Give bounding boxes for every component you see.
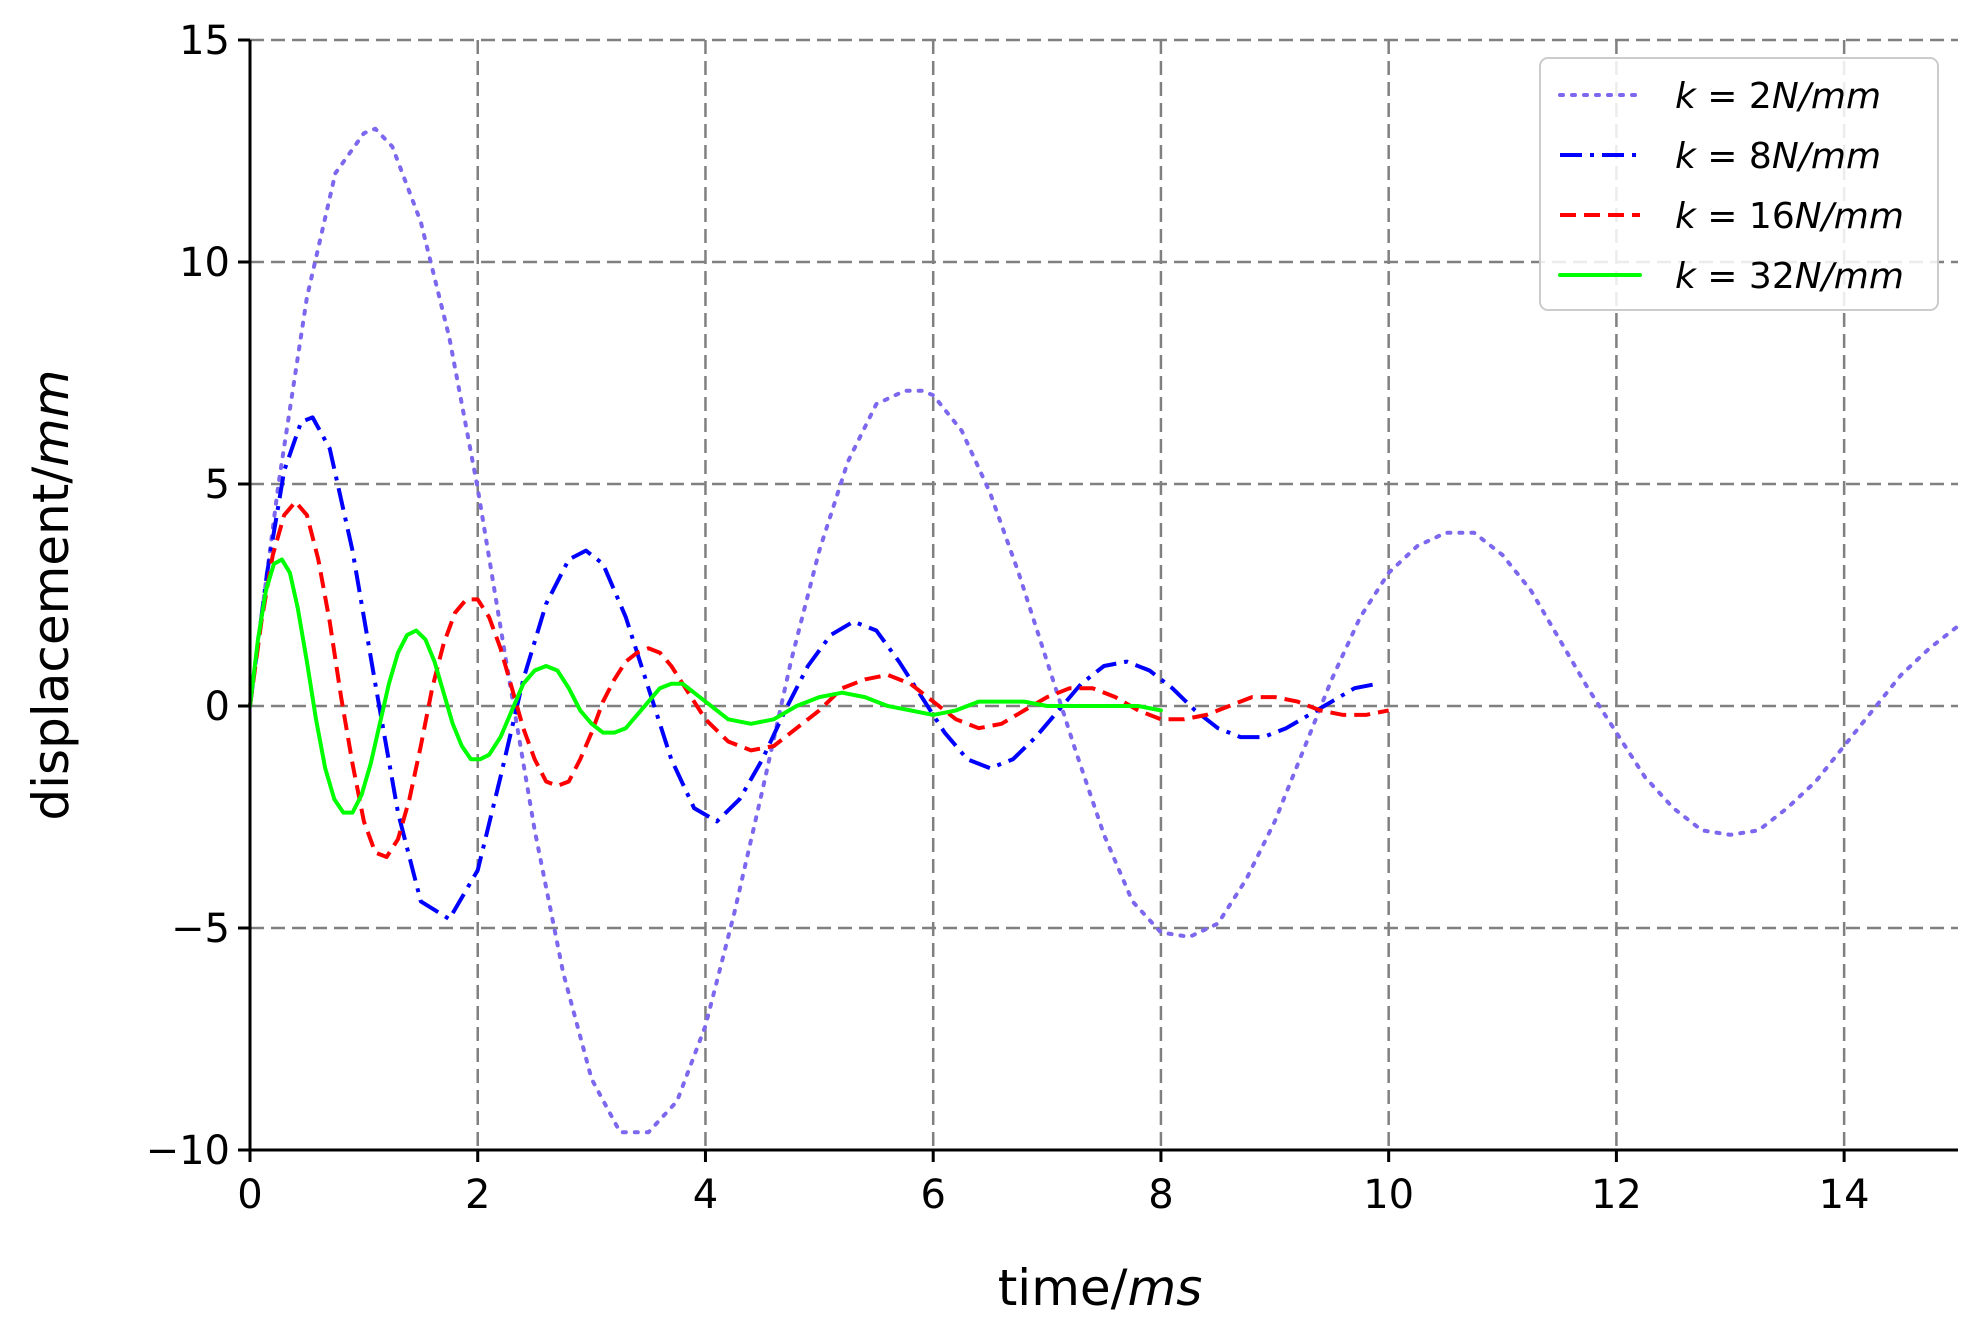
legend-label-3: k = 16N/mm: [1675, 196, 1904, 237]
y-tick-label: 5: [205, 462, 230, 508]
grid-lines: [250, 38, 1958, 1150]
legend-label-2: k = 8N/mm: [1675, 136, 1881, 177]
x-tick-label: 2: [465, 1172, 490, 1218]
legend: k = 2N/mm k = 8N/mm k = 16N/mm k = 32N/mm: [1539, 57, 1939, 311]
y-tick-label: 15: [179, 18, 230, 64]
x-tick-label: 10: [1363, 1172, 1414, 1218]
y-axis-label: displacement/mm: [22, 369, 80, 820]
series-lines: [248, 126, 1960, 1135]
x-tick-label: 0: [237, 1172, 262, 1218]
x-tick-label: 4: [693, 1172, 718, 1218]
axes: [238, 38, 1958, 1162]
series-line-3: [248, 499, 1390, 859]
y-tick-label: −5: [171, 906, 230, 952]
y-tick-label: −10: [146, 1128, 230, 1174]
series-line-2: [248, 415, 1378, 922]
x-tick-label: 14: [1819, 1172, 1870, 1218]
y-tick-label: 10: [179, 240, 230, 286]
series-line-4: [248, 557, 1163, 815]
legend-label-4: k = 32N/mm: [1675, 256, 1904, 297]
x-tick-label: 12: [1591, 1172, 1642, 1218]
tick-labels: 0 2 4 6 8 10 12 14 −10 −5 0 5 10 15: [146, 18, 1870, 1218]
series-line-1: [248, 126, 1960, 1135]
x-axis-label: time/ms: [998, 1259, 1203, 1317]
y-tick-label: 0: [205, 684, 230, 730]
x-tick-label: 6: [920, 1172, 945, 1218]
legend-label-1: k = 2N/mm: [1675, 76, 1881, 117]
x-tick-label: 8: [1148, 1172, 1173, 1218]
legend-box: [1539, 57, 1939, 311]
